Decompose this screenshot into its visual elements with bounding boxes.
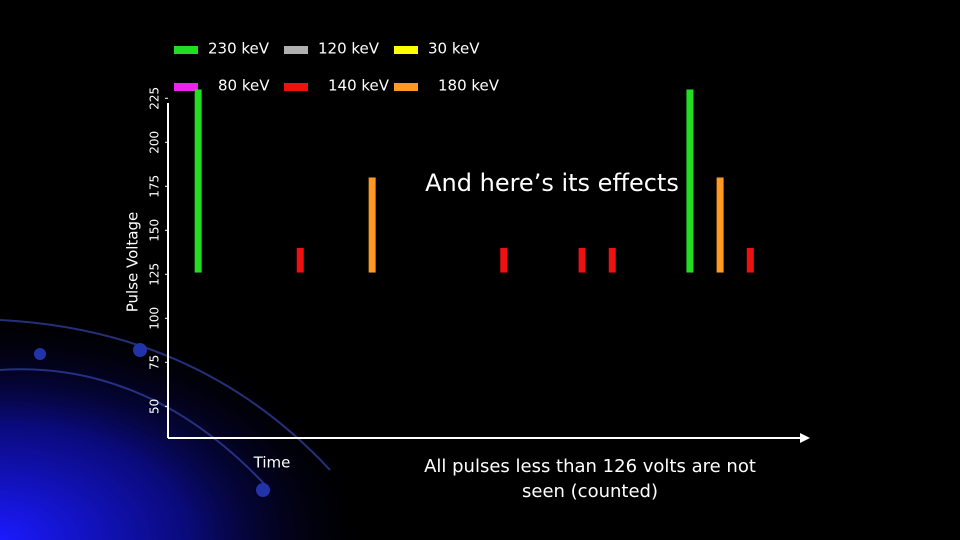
legend-label: 120 keV [318, 40, 380, 58]
annotation: All pulses less than 126 volts are not s… [424, 456, 756, 502]
pulse-bar [608, 247, 616, 273]
legend-label: 180 keV [438, 77, 500, 95]
y-tick-label: 125 [148, 263, 162, 286]
legend-swatch [284, 83, 308, 91]
pulse-bar [500, 247, 508, 273]
legend-swatch [284, 46, 308, 54]
legend-label: 30 keV [428, 40, 480, 58]
legend-label: 80 keV [218, 77, 270, 95]
y-tick-label: 175 [148, 175, 162, 198]
legend-swatch [394, 46, 418, 54]
y-axis-label: Pulse Voltage [124, 212, 142, 313]
legend-swatch [394, 83, 418, 91]
dot [256, 483, 270, 497]
pulse-bar [578, 247, 586, 273]
pulse-bar [368, 177, 376, 273]
y-tick-label: 200 [148, 131, 162, 154]
y-tick-label: 75 [148, 355, 162, 370]
dot [34, 348, 46, 360]
pulse-bar [194, 89, 202, 273]
x-axis-label: Time [253, 454, 291, 472]
background-glow [0, 280, 420, 540]
pulse-bar [686, 89, 694, 273]
legend-label: 140 keV [328, 77, 390, 95]
y-tick-label: 50 [148, 399, 162, 414]
legend-swatch [174, 83, 198, 91]
pulse-bar [746, 247, 754, 273]
x-axis-arrow [800, 433, 810, 443]
y-tick-label: 150 [148, 219, 162, 242]
pulse-bar [296, 247, 304, 273]
swirl [0, 368, 271, 491]
legend-swatch [174, 46, 198, 54]
y-tick-label: 225 [148, 87, 162, 110]
chart-title: And here’s its effects [425, 169, 679, 197]
dot [133, 343, 147, 357]
y-tick-label: 100 [148, 307, 162, 330]
swirl [0, 319, 331, 471]
legend-label: 230 keV [208, 40, 270, 58]
pulse-bar [716, 177, 724, 273]
